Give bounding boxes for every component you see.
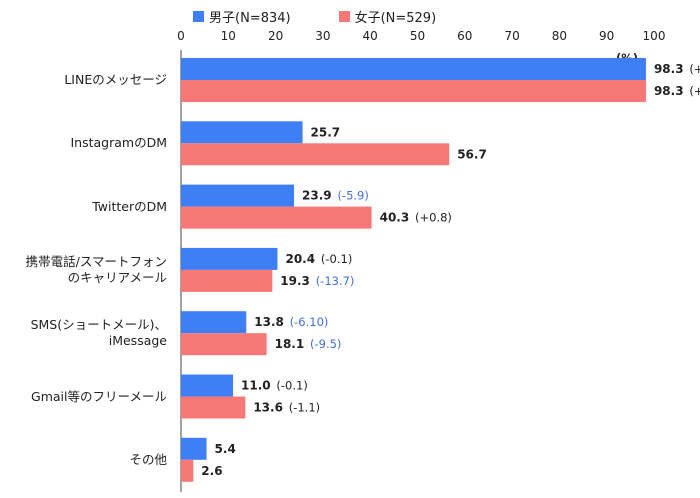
tick-label: 70: [504, 29, 519, 43]
legend-label-male: 男子(N=834): [209, 11, 291, 26]
bar-female: [181, 459, 194, 482]
legend-item-female: 女子(N=529): [338, 7, 437, 26]
data-label: 13.6: [253, 401, 283, 415]
tick-label: 100: [643, 29, 666, 43]
category-label: TwitterのDM: [92, 199, 167, 215]
bar-male: [181, 311, 247, 334]
data-label: 98.3: [654, 62, 684, 76]
category-label-line: Gmail等のフリーメール: [31, 388, 167, 404]
category-label-line: iMessage: [108, 333, 167, 349]
change-label: (-0.1): [321, 252, 352, 266]
change-label: (-5.9): [337, 189, 368, 203]
change-label: (-6.10): [290, 315, 329, 329]
bar-female: [181, 396, 246, 419]
legend-item-male: 男子(N=834): [193, 7, 291, 26]
legend-swatch-female: [338, 11, 350, 22]
data-label: 13.8: [254, 315, 284, 329]
legend: 男子(N=834) 女子(N=529): [193, 7, 436, 26]
bar-female: [181, 333, 267, 356]
tick-label: 60: [457, 29, 472, 43]
category-label-line: LINEのメッセージ: [64, 72, 167, 87]
category-label: LINEのメッセージ: [64, 72, 167, 88]
data-label: 18.1: [275, 337, 305, 351]
legend-label-female: 女子(N=529): [354, 11, 437, 26]
bar-male: [181, 437, 207, 460]
category-label-line: InstagramのDM: [70, 135, 167, 151]
bar-male: [181, 184, 295, 207]
change-label: (+2.6): [689, 84, 700, 98]
category-label: その他: [129, 452, 167, 468]
change-label: (-0.1): [276, 379, 307, 393]
data-label: 40.3: [380, 211, 410, 225]
change-label: (+2.2): [689, 62, 700, 76]
data-label: 2.6: [201, 464, 222, 478]
change-label: (-13.7): [316, 274, 355, 288]
tick-label: 90: [599, 29, 614, 43]
category-label-line: TwitterのDM: [92, 198, 167, 214]
tick-label: 80: [552, 29, 567, 43]
data-label: 23.9: [302, 189, 332, 203]
change-label: (+0.8): [415, 211, 452, 225]
category-label: SMS(ショートメール)、 iMessage: [31, 317, 167, 349]
bar-female: [181, 206, 372, 229]
bar-female: [181, 269, 273, 292]
data-label: 56.7: [457, 147, 487, 161]
data-label: 19.3: [280, 274, 310, 288]
category-label: Gmail等のフリーメール: [31, 389, 167, 405]
category-label: 携帯電話/スマートフォン のキャリアメール: [26, 254, 167, 286]
bar-female: [181, 80, 646, 102]
data-label: 5.4: [215, 442, 236, 456]
change-label: (-1.1): [289, 401, 320, 415]
tick-label: 50: [410, 29, 425, 43]
data-label: 11.0: [241, 379, 271, 393]
data-label: 20.4: [285, 252, 315, 266]
bar-male: [181, 121, 303, 144]
category-label-line: その他: [129, 451, 167, 467]
legend-swatch-male: [193, 11, 204, 22]
tick-label: 10: [221, 29, 236, 43]
tick-label: 0: [177, 29, 185, 43]
data-label: 25.7: [311, 125, 341, 139]
bar-male: [181, 374, 234, 397]
category-label-line: 携帯電話/スマートフォン: [25, 253, 167, 269]
tick-label: 40: [363, 29, 378, 43]
category-label-line: のキャリアメール: [67, 269, 167, 285]
data-label: 98.3: [654, 84, 684, 98]
category-label: InstagramのDM: [70, 135, 167, 151]
tick-label: 20: [268, 29, 283, 43]
category-label-line: SMS(ショートメール)、: [30, 317, 167, 333]
bar-male: [181, 247, 278, 270]
tick-label: 30: [315, 29, 330, 43]
change-label: (-9.5): [310, 337, 341, 351]
bar-female: [181, 143, 450, 166]
bar-male: [181, 58, 646, 80]
